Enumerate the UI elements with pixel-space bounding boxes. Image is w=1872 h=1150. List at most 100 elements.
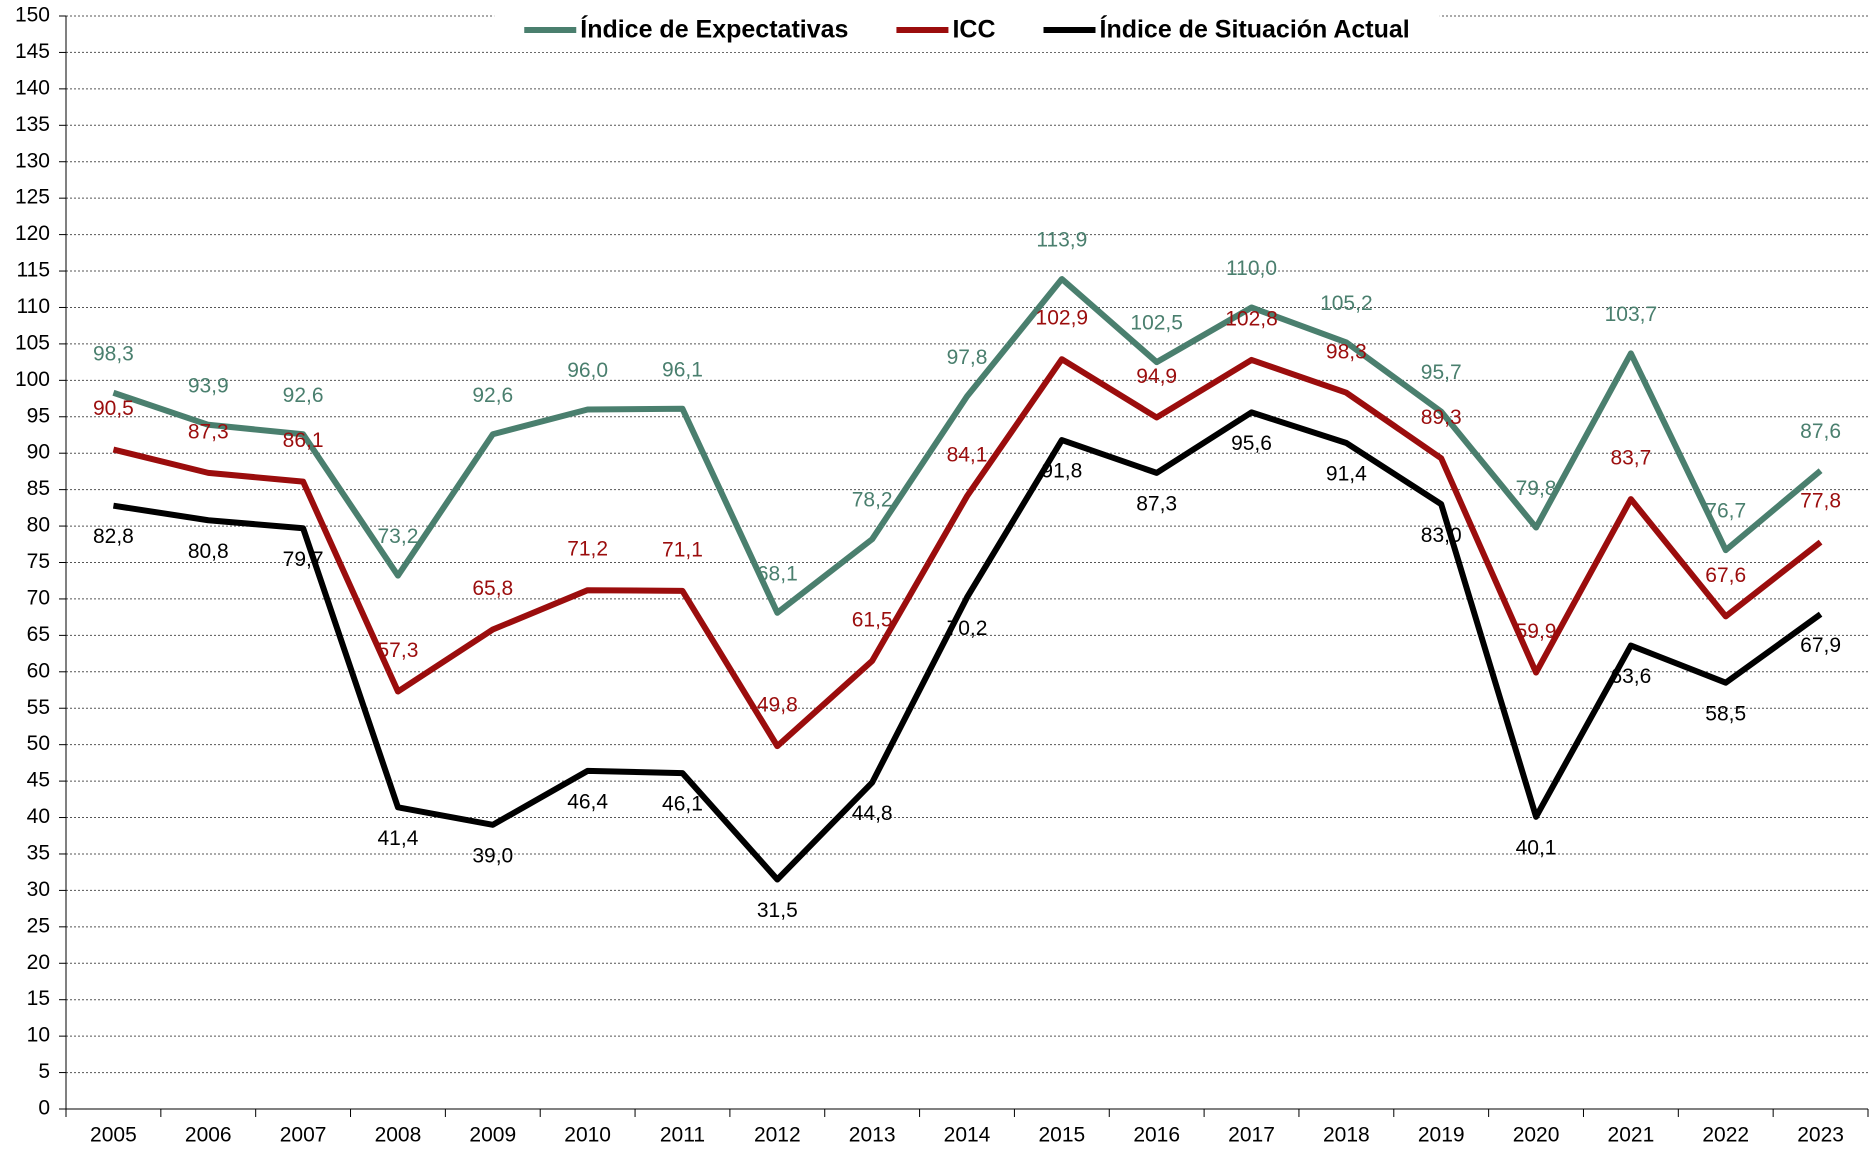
x-tick-label: 2011 [660, 1124, 705, 1147]
data-label: 65,8 [472, 577, 513, 600]
x-tick-label: 2006 [185, 1124, 232, 1147]
y-tick-label: 140 [15, 76, 50, 99]
y-tick-label: 90 [27, 441, 50, 464]
data-label: 94,9 [1136, 365, 1177, 388]
legend: Índice de Expectativas ICC Índice de Situa… [494, 8, 1440, 52]
data-label: 92,6 [283, 384, 324, 407]
data-label: 40,1 [1516, 836, 1557, 859]
series-line [112, 409, 1823, 883]
data-label: 73,2 [378, 525, 419, 548]
x-tick-label: 2008 [375, 1124, 422, 1147]
legend-text: Índice de Expectativas [580, 15, 848, 44]
data-label: 92,6 [472, 384, 513, 407]
data-label: 41,4 [378, 827, 419, 850]
y-tick-label: 45 [27, 769, 50, 792]
data-label: 76,7 [1705, 500, 1746, 523]
data-label: 95,7 [1421, 361, 1462, 384]
data-label: 67,6 [1705, 564, 1746, 587]
data-label: 68,1 [757, 562, 798, 585]
series-line [112, 356, 1823, 750]
data-label: 97,8 [947, 346, 988, 369]
data-label: 61,5 [852, 608, 893, 631]
y-tick-label: 60 [27, 659, 50, 682]
y-tick-label: 145 [15, 40, 50, 63]
x-tick-label: 2019 [1418, 1124, 1465, 1147]
data-label: 90,5 [93, 397, 134, 420]
data-label: 102,9 [1036, 307, 1089, 330]
data-label: 98,3 [93, 342, 134, 365]
data-label: 89,3 [1421, 406, 1462, 429]
data-label: 95,6 [1231, 432, 1272, 455]
x-tick-label: 2021 [1608, 1124, 1655, 1147]
data-label: 84,1 [947, 444, 988, 467]
y-tick-label: 50 [27, 732, 50, 755]
y-tick-label: 110 [17, 295, 50, 318]
data-label: 77,8 [1800, 490, 1841, 513]
data-label: 63,6 [1610, 665, 1651, 688]
data-label: 87,3 [1136, 492, 1177, 515]
x-tick-label: 2015 [1038, 1124, 1085, 1147]
data-label: 70,2 [947, 617, 988, 640]
x-tick-label: 2023 [1797, 1124, 1844, 1147]
y-tick-label: 25 [27, 914, 50, 937]
x-tick-label: 2014 [944, 1124, 991, 1147]
data-label: 83,0 [1421, 524, 1462, 547]
data-label: 83,7 [1610, 447, 1651, 470]
data-label: 87,3 [188, 420, 229, 443]
y-tick-label: 5 [38, 1060, 50, 1083]
data-label: 58,5 [1705, 702, 1746, 725]
data-label: 67,9 [1800, 634, 1841, 657]
data-label: 71,2 [567, 538, 608, 561]
y-tick-label: 105 [15, 331, 50, 354]
data-label: 31,5 [757, 899, 798, 922]
x-tick-label: 2009 [469, 1124, 516, 1147]
y-tick-label: 130 [15, 149, 50, 172]
y-tick-label: 135 [15, 113, 50, 136]
data-label: 113,9 [1036, 229, 1087, 252]
data-label: 87,6 [1800, 420, 1841, 443]
series-line [112, 276, 1823, 616]
data-label: 79,7 [283, 548, 324, 571]
data-label: 79,8 [1516, 477, 1557, 500]
data-label: 44,8 [852, 802, 893, 825]
data-label: 59,9 [1516, 620, 1557, 643]
data-label: 82,8 [93, 525, 134, 548]
y-tick-label: 35 [27, 842, 50, 865]
data-label: 57,3 [378, 639, 419, 662]
x-tick-label: 2010 [564, 1124, 611, 1147]
y-tick-label: 150 [15, 4, 50, 27]
data-label: 86,1 [283, 429, 324, 452]
data-label: 46,1 [662, 793, 703, 816]
x-tick-label: 2013 [849, 1124, 896, 1147]
y-tick-label: 75 [27, 550, 50, 573]
data-label: 102,8 [1225, 307, 1278, 330]
legend-background [494, 8, 1440, 52]
data-label: 102,5 [1130, 312, 1183, 335]
x-tick-label: 2017 [1228, 1124, 1275, 1147]
data-label: 71,1 [662, 538, 703, 561]
y-tick-label: 20 [27, 951, 50, 974]
y-tick-label: 85 [27, 477, 50, 500]
x-tick-label: 2007 [280, 1124, 327, 1147]
y-tick-label: 55 [27, 696, 50, 719]
data-label: 39,0 [472, 844, 513, 867]
data-label: 103,7 [1605, 303, 1658, 326]
data-label: 110,0 [1226, 257, 1277, 280]
data-label: 49,8 [757, 694, 798, 717]
y-tick-label: 95 [27, 404, 50, 427]
data-label: 91,8 [1041, 460, 1082, 483]
y-tick-label: 30 [27, 878, 50, 901]
y-tick-label: 0 [38, 1097, 50, 1120]
data-label: 80,8 [188, 540, 229, 563]
x-tick-label: 2005 [90, 1124, 137, 1147]
data-label: 96,0 [567, 359, 608, 382]
data-label: 46,4 [567, 790, 608, 813]
y-tick-label: 115 [17, 259, 50, 282]
y-tick-label: 80 [27, 514, 50, 537]
y-tick-label: 125 [15, 186, 50, 209]
legend-text: Índice de Situación Actual [1100, 15, 1410, 44]
data-label: 93,9 [188, 374, 229, 397]
y-tick-label: 120 [15, 222, 50, 245]
data-label: 96,1 [662, 358, 703, 381]
